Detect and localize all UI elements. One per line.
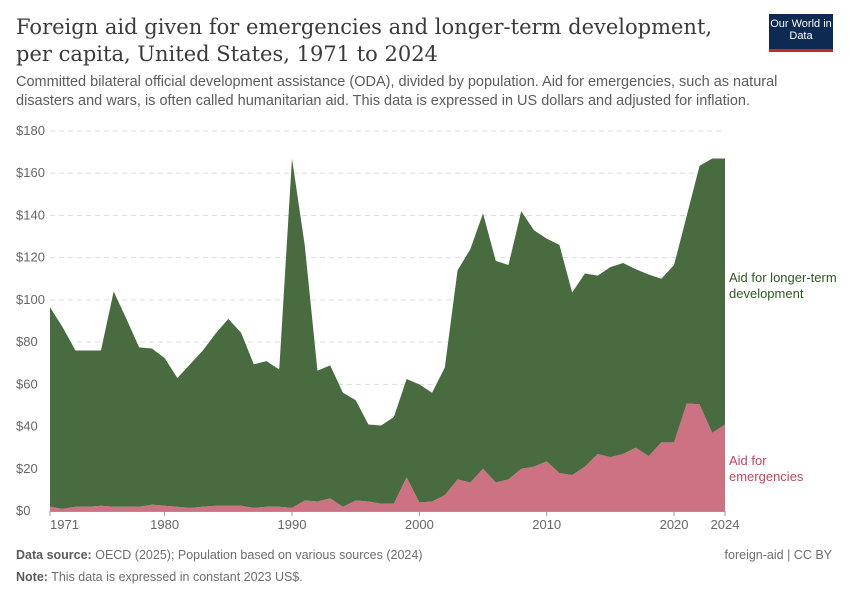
legend-label-emergencies: Aid for emergencies: [729, 453, 804, 484]
license[interactable]: foreign-aid | CC BY: [724, 548, 832, 562]
y-tick-label: $60: [16, 376, 38, 391]
x-tick-label: 1980: [150, 517, 179, 532]
note-label: Note:: [16, 570, 48, 584]
y-tick-label: $120: [16, 250, 45, 265]
area-series-development: [50, 158, 725, 509]
y-tick-label: $100: [16, 292, 45, 307]
note: Note: This data is expressed in constant…: [16, 570, 303, 584]
legend-label-development: Aid for longer-term development: [729, 270, 837, 301]
x-tick-label: 2020: [660, 517, 689, 532]
y-tick-label: $80: [16, 334, 38, 349]
x-tick-label: 1990: [278, 517, 307, 532]
y-tick-label: $160: [16, 165, 45, 180]
y-tick-label: $0: [16, 503, 30, 518]
y-tick-label: $180: [16, 123, 45, 138]
source-label: Data source:: [16, 548, 92, 562]
area-series-emergencies: [50, 403, 725, 511]
chart-subtitle: Committed bilateral official development…: [16, 74, 778, 109]
note-text: This data is expressed in constant 2023 …: [51, 570, 303, 584]
data-source: Data source: OECD (2025); Population bas…: [16, 548, 422, 562]
owid-logo[interactable]: Our World in Data: [769, 14, 833, 52]
x-tick-label: 2000: [405, 517, 434, 532]
source-text[interactable]: OECD (2025); Population based on various…: [95, 548, 423, 562]
x-tick-label: 2010: [532, 517, 561, 532]
y-tick-label: $20: [16, 461, 38, 476]
x-tick-label: 1971: [50, 517, 79, 532]
y-tick-label: $140: [16, 207, 45, 222]
y-tick-label: $40: [16, 419, 38, 434]
chart-title: Foreign aid given for emergencies and lo…: [16, 15, 713, 66]
x-tick-label: 2024: [711, 517, 740, 532]
